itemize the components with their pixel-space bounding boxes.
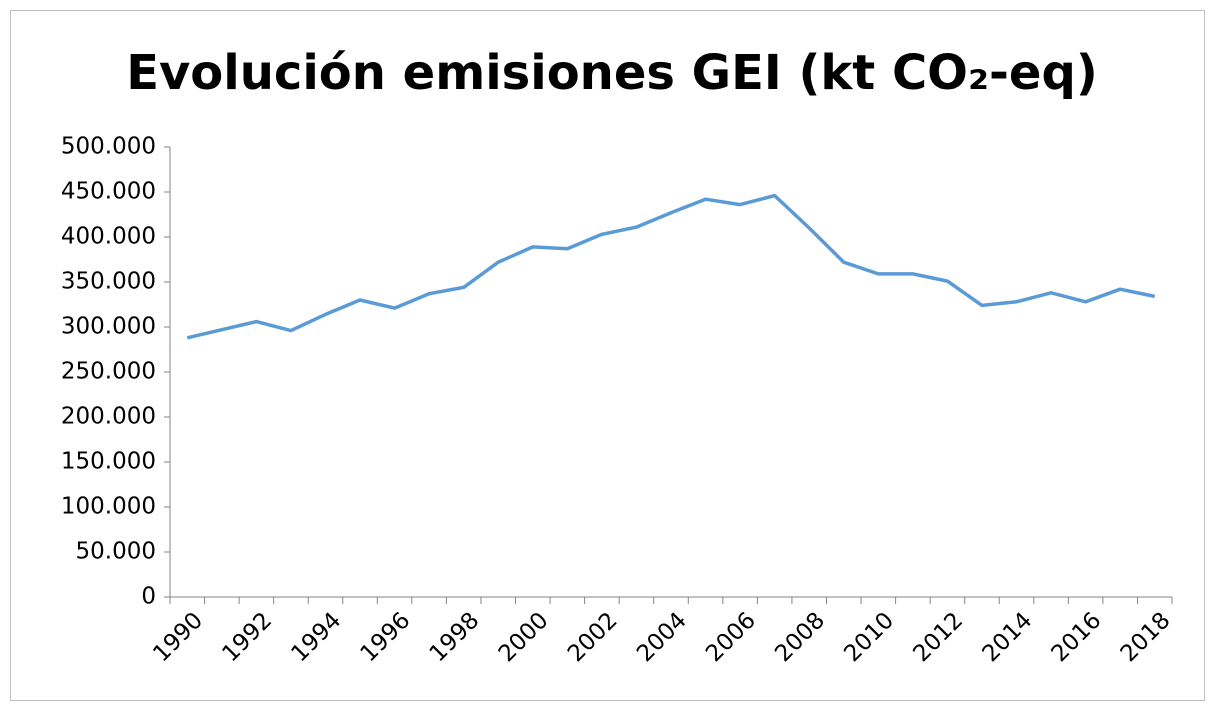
y-tick-label: 200.000 bbox=[61, 404, 156, 430]
line-series bbox=[186, 193, 1156, 340]
y-tick-label: 350.000 bbox=[61, 269, 156, 295]
y-tick-label: 400.000 bbox=[61, 224, 156, 250]
chart-border bbox=[10, 10, 1205, 701]
chart-title: Evolución emisiones GEI (kt CO₂-eq) bbox=[126, 45, 1098, 101]
y-tick-label: 50.000 bbox=[76, 539, 156, 565]
y-tick-label: 150.000 bbox=[61, 449, 156, 475]
y-tick-label: 300.000 bbox=[61, 314, 156, 340]
y-tick-label: 100.000 bbox=[61, 494, 156, 520]
y-tick-label: 0 bbox=[141, 584, 156, 610]
y-tick-label: 250.000 bbox=[61, 359, 156, 385]
y-tick-label: 500.000 bbox=[61, 134, 156, 160]
y-tick-label: 450.000 bbox=[61, 179, 156, 205]
